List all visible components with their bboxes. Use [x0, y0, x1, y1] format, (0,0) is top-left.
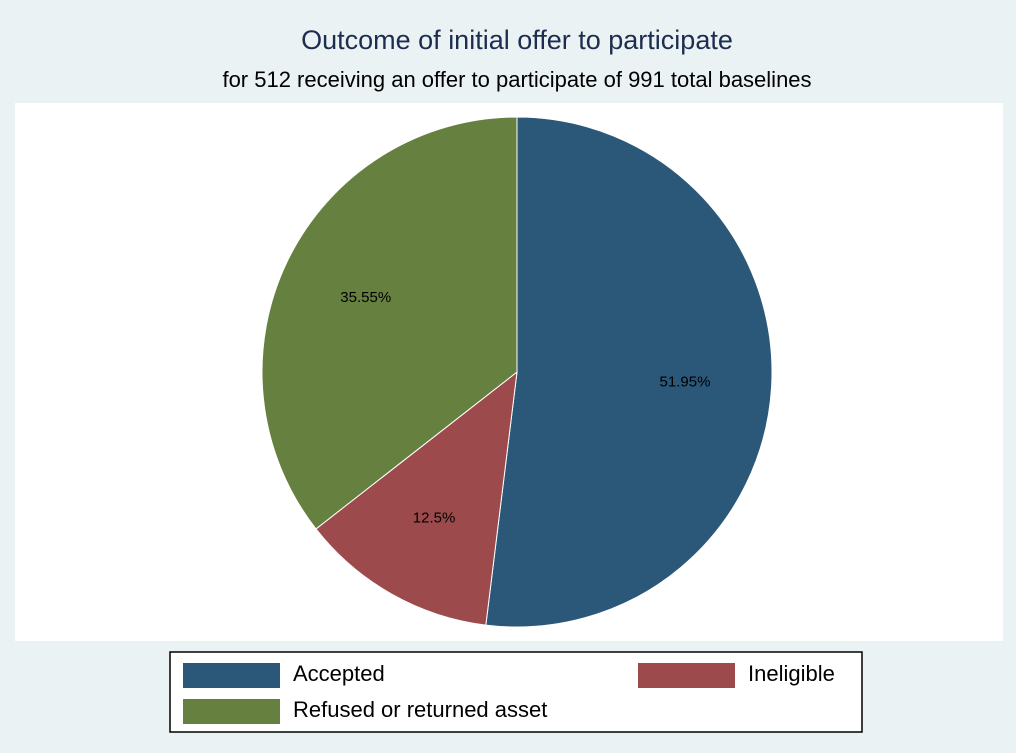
legend-label: Ineligible — [748, 661, 835, 686]
legend-swatch — [183, 663, 280, 688]
legend-label: Accepted — [293, 661, 385, 686]
chart-subtitle: for 512 receiving an offer to participat… — [222, 67, 811, 92]
chart-title: Outcome of initial offer to participate — [301, 25, 733, 55]
pie-slice — [315, 370, 518, 626]
legend-label: Refused or returned asset — [293, 697, 547, 722]
slice-label: 35.55% — [340, 289, 391, 306]
slice-label: 12.5% — [413, 509, 456, 526]
slice-label: 51.95% — [660, 373, 711, 390]
legend-box — [169, 651, 863, 733]
legend-swatch — [638, 663, 735, 688]
legend-swatch — [183, 699, 280, 724]
pie-slice — [261, 116, 518, 530]
pie-slice — [485, 116, 773, 628]
